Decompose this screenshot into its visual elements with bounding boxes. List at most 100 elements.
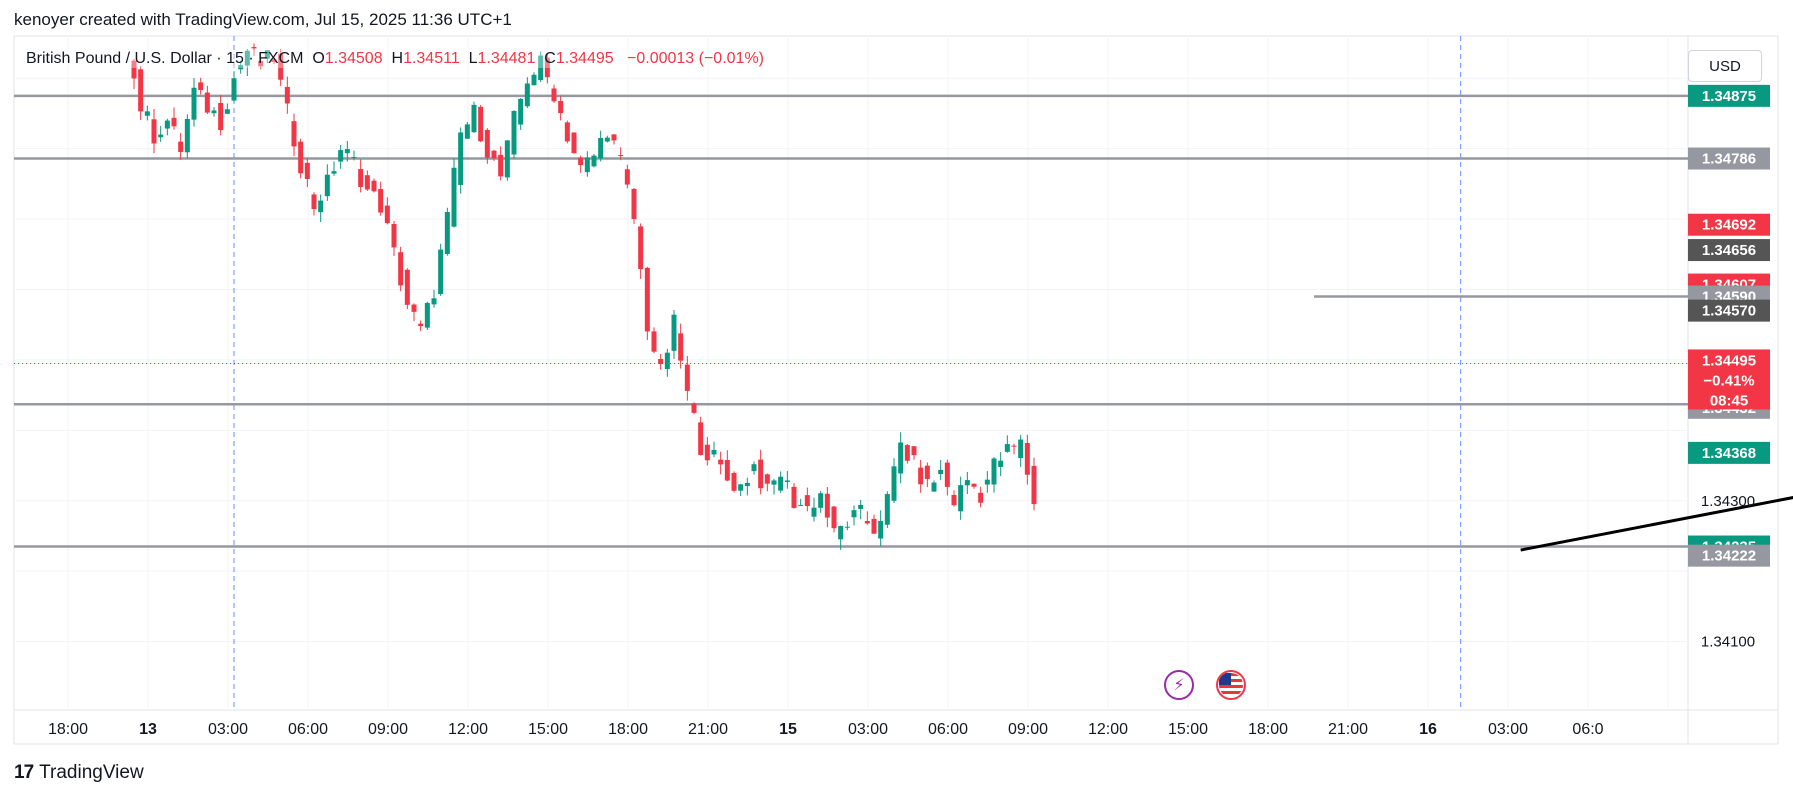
candle-up[interactable] [318, 200, 324, 213]
candle-up[interactable] [984, 479, 990, 485]
us-flag-event-icon[interactable] [1216, 670, 1246, 700]
candle-down[interactable] [731, 472, 737, 491]
candle-down[interactable] [904, 445, 910, 461]
candle-up[interactable] [598, 137, 604, 159]
candle-down[interactable] [864, 520, 870, 524]
candle-down[interactable] [278, 53, 284, 80]
candle-up[interactable] [324, 174, 330, 197]
candle-down[interactable] [298, 141, 304, 174]
candle-down[interactable] [658, 358, 664, 364]
candle-up[interactable] [184, 118, 190, 153]
candle-up[interactable] [851, 510, 857, 518]
candle-up[interactable] [744, 482, 750, 487]
candle-up[interactable] [778, 476, 784, 491]
candle-down[interactable] [478, 106, 484, 142]
candle-down[interactable] [384, 205, 390, 224]
candle-down[interactable] [284, 86, 290, 104]
candle-up[interactable] [958, 485, 964, 512]
candle-up[interactable] [511, 111, 517, 155]
candle-up[interactable] [991, 458, 997, 485]
candle-up[interactable] [211, 110, 217, 114]
current-price-label-box[interactable] [1688, 349, 1770, 410]
candle-up[interactable] [464, 124, 470, 139]
candle-down[interactable] [918, 467, 924, 485]
candle-down[interactable] [418, 323, 424, 327]
price-label-box[interactable] [1688, 441, 1770, 464]
candle-down[interactable] [831, 506, 837, 529]
candle-down[interactable] [944, 462, 950, 487]
candle-down[interactable] [624, 169, 630, 185]
tradingview-logo[interactable]: 17 TradingView [14, 762, 144, 784]
candle-up[interactable] [531, 74, 537, 86]
candle-up[interactable] [784, 480, 790, 482]
ascending-trendline[interactable] [1520, 455, 1793, 552]
candle-up[interactable] [191, 87, 197, 120]
candle-down[interactable] [391, 223, 397, 248]
candle-up[interactable] [898, 442, 904, 474]
candle-down[interactable] [644, 267, 650, 332]
price-label-box[interactable] [1688, 147, 1770, 170]
candle-down[interactable] [218, 102, 224, 131]
currency-button[interactable]: USD [1688, 50, 1762, 82]
candle-up[interactable] [264, 50, 270, 59]
candle-down[interactable] [178, 141, 184, 152]
candle-up[interactable] [584, 157, 590, 173]
candle-down[interactable] [911, 446, 917, 456]
candle-down[interactable] [1031, 465, 1037, 505]
candle-down[interactable] [138, 69, 144, 112]
candle-up[interactable] [524, 83, 530, 107]
candle-up[interactable] [811, 507, 817, 517]
candle-up[interactable] [444, 212, 450, 254]
candle-up[interactable] [431, 298, 437, 305]
lightning-event-icon[interactable]: ⚡ [1164, 670, 1194, 700]
candle-up[interactable] [438, 249, 444, 295]
candle-down[interactable] [951, 494, 957, 506]
candle-up[interactable] [471, 104, 477, 133]
candle-up[interactable] [938, 469, 944, 475]
candle-down[interactable] [171, 117, 177, 127]
candle-down[interactable] [258, 60, 264, 67]
candle-up[interactable] [711, 449, 717, 455]
candle-down[interactable] [498, 154, 504, 177]
candle-up[interactable] [751, 464, 757, 472]
candle-down[interactable] [691, 403, 697, 413]
price-label-box[interactable] [1688, 213, 1770, 236]
candle-down[interactable] [291, 121, 297, 147]
candle-up[interactable] [1018, 439, 1024, 459]
candle-up[interactable] [144, 111, 150, 116]
candle-up[interactable] [331, 171, 337, 174]
candle-up[interactable] [538, 55, 544, 81]
candle-up[interactable] [931, 482, 937, 492]
candle-up[interactable] [738, 484, 744, 491]
candle-down[interactable] [678, 333, 684, 361]
candle-down[interactable] [618, 155, 624, 157]
candle-up[interactable] [844, 526, 850, 528]
candle-up[interactable] [458, 132, 464, 185]
candle-down[interactable] [564, 122, 570, 142]
candle-down[interactable] [704, 444, 710, 461]
candle-up[interactable] [451, 167, 457, 227]
candle-down[interactable] [571, 132, 577, 154]
candle-down[interactable] [151, 119, 157, 144]
candle-down[interactable] [544, 57, 550, 78]
candle-down[interactable] [404, 269, 410, 305]
candle-up[interactable] [338, 150, 344, 162]
candle-down[interactable] [311, 194, 317, 210]
candle-up[interactable] [771, 480, 777, 485]
candle-down[interactable] [758, 459, 764, 489]
candle-up[interactable] [238, 65, 244, 70]
price-label-box[interactable] [1688, 84, 1770, 107]
candle-down[interactable] [791, 486, 797, 508]
candle-down[interactable] [358, 169, 364, 188]
candle-down[interactable] [491, 150, 497, 159]
candle-up[interactable] [591, 155, 597, 167]
candle-down[interactable] [198, 82, 204, 90]
candle-up[interactable] [518, 98, 524, 125]
candle-down[interactable] [638, 226, 644, 270]
price-label-box[interactable] [1688, 239, 1770, 262]
candle-down[interactable] [698, 422, 704, 455]
candle-down[interactable] [824, 493, 830, 518]
candle-up[interactable] [344, 149, 350, 154]
candle-down[interactable] [651, 331, 657, 352]
candle-down[interactable] [204, 92, 210, 113]
